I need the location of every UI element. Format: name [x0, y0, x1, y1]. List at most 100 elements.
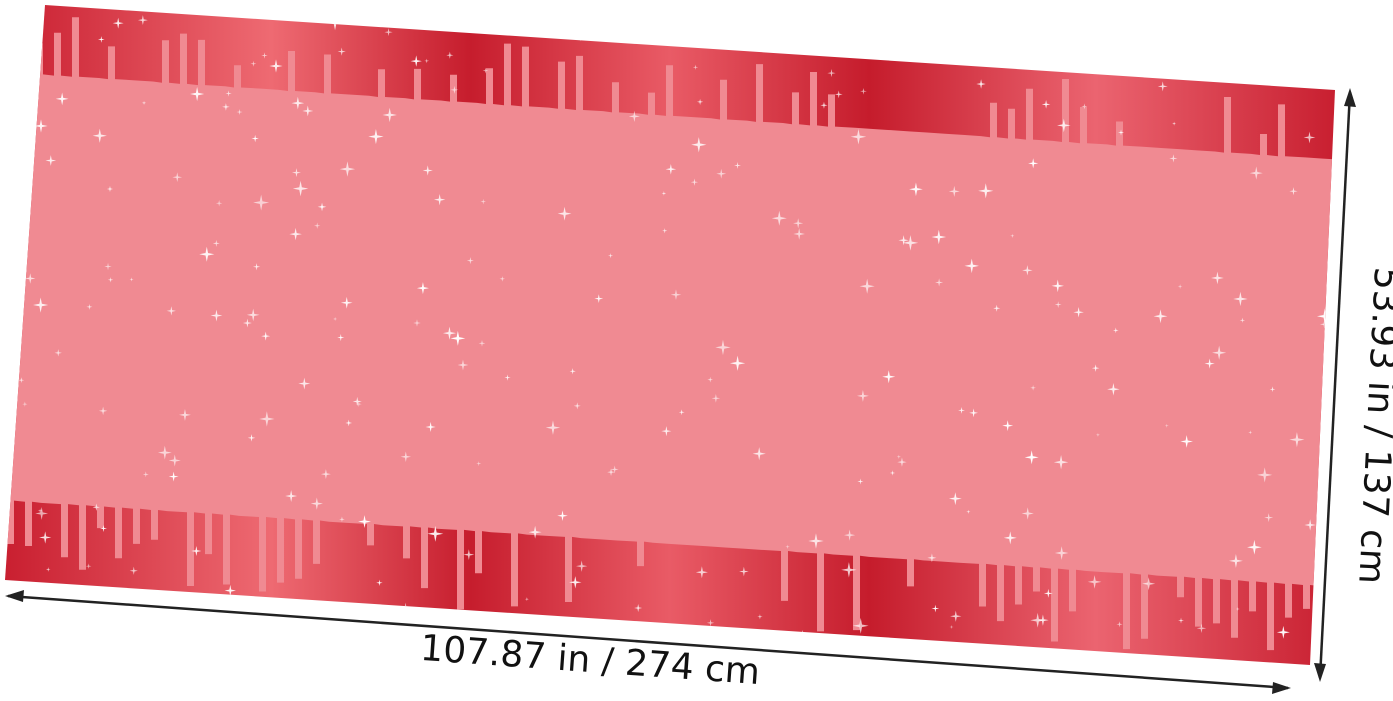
- sparkle: [909, 182, 923, 197]
- sparkle: [61, 622, 72, 634]
- sparkle: [476, 461, 482, 467]
- sparkle: [37, 508, 43, 513]
- sparkle: [1113, 327, 1119, 334]
- sparkle: [662, 228, 668, 234]
- sparkle: [92, 128, 107, 143]
- sparkle: [528, 525, 542, 539]
- sparkle: [285, 490, 298, 503]
- sparkle: [841, 562, 857, 578]
- sparkle: [734, 161, 742, 169]
- sparkle: [691, 137, 707, 153]
- sparkle: [931, 229, 947, 245]
- sparkle: [224, 584, 236, 597]
- sparkle: [442, 326, 457, 340]
- sparkle: [1269, 386, 1276, 393]
- sparkle: [291, 168, 301, 178]
- sparkle: [370, 625, 382, 637]
- sparkle: [969, 408, 979, 418]
- sparkle: [964, 258, 979, 274]
- sparkle: [1043, 588, 1053, 598]
- sparkle: [711, 393, 721, 403]
- sparkle: [261, 331, 271, 341]
- sparkle: [1091, 364, 1100, 372]
- sparkle: [1041, 100, 1051, 109]
- sparkle: [739, 566, 749, 577]
- sparkle: [97, 36, 105, 43]
- sparkle: [678, 409, 685, 416]
- sparkle: [1228, 553, 1243, 568]
- sparkle: [729, 355, 746, 371]
- sparkle: [557, 206, 572, 221]
- sparkle: [948, 492, 962, 506]
- width-arrow: [5, 590, 1291, 694]
- sparkle: [948, 185, 960, 197]
- sparkle: [1277, 69, 1291, 83]
- sparkle: [376, 579, 383, 586]
- sparkle: [1021, 507, 1034, 520]
- sparkle: [1257, 467, 1273, 483]
- sparkle: [24, 273, 36, 284]
- sparkle: [1222, 28, 1230, 36]
- sparkle: [382, 107, 397, 123]
- sparkle: [157, 445, 172, 460]
- sparkle: [1002, 420, 1014, 432]
- sparkle: [949, 624, 954, 630]
- sparkle: [1003, 531, 1017, 545]
- sparkle: [882, 370, 896, 384]
- sparkle: [345, 419, 353, 427]
- sparkle: [1157, 81, 1168, 92]
- sparkle: [950, 610, 962, 622]
- sparkle: [850, 128, 867, 145]
- sparkle: [252, 263, 261, 271]
- sparkle: [935, 278, 944, 287]
- sparkle: [661, 191, 667, 196]
- sparkle: [251, 134, 259, 143]
- sparkle: [1116, 621, 1123, 628]
- sparkle: [1264, 513, 1274, 523]
- sparkle: [427, 525, 444, 542]
- sparkle: [190, 86, 205, 102]
- sparkle: [166, 306, 176, 316]
- sparkle: [337, 47, 346, 56]
- sparkle: [896, 454, 901, 459]
- sparkle: [39, 531, 52, 544]
- sparkle: [1142, 577, 1156, 591]
- sparkle: [852, 617, 869, 634]
- sparkle: [757, 614, 763, 620]
- sparkle: [1081, 103, 1088, 110]
- sparkle: [172, 172, 183, 183]
- sparkle: [1316, 308, 1333, 325]
- sparkle: [690, 178, 699, 186]
- sparkle: [1054, 301, 1062, 308]
- sparkle: [1169, 154, 1178, 163]
- sparkle: [793, 218, 804, 229]
- sparkle: [1051, 279, 1064, 293]
- sparkle: [416, 282, 429, 295]
- sparkle: [410, 55, 422, 67]
- sparkle: [860, 87, 867, 95]
- sparkle: [1022, 265, 1033, 276]
- sparkle: [1011, 31, 1021, 40]
- sparkle: [1107, 382, 1120, 396]
- sparkle: [482, 67, 489, 74]
- sparkle: [752, 447, 766, 461]
- sparkle: [210, 309, 223, 322]
- sparkle: [529, 21, 536, 28]
- sparkle: [104, 262, 112, 271]
- sparkle: [478, 339, 486, 347]
- sparkle: [695, 566, 708, 579]
- sparkle: [499, 276, 506, 282]
- sparkle: [480, 198, 486, 205]
- sparkle: [1053, 454, 1069, 470]
- sparkle: [931, 604, 940, 613]
- sparkle: [141, 100, 147, 105]
- sparkle: [142, 471, 149, 478]
- sparkle: [557, 510, 568, 521]
- sparkle: [413, 319, 421, 327]
- sparkle: [289, 227, 302, 241]
- sparkle: [463, 549, 475, 561]
- sparkle: [1037, 614, 1049, 626]
- sparkle: [43, 626, 52, 635]
- glitter-area: [5, 17, 1335, 651]
- sparkle: [123, 612, 138, 626]
